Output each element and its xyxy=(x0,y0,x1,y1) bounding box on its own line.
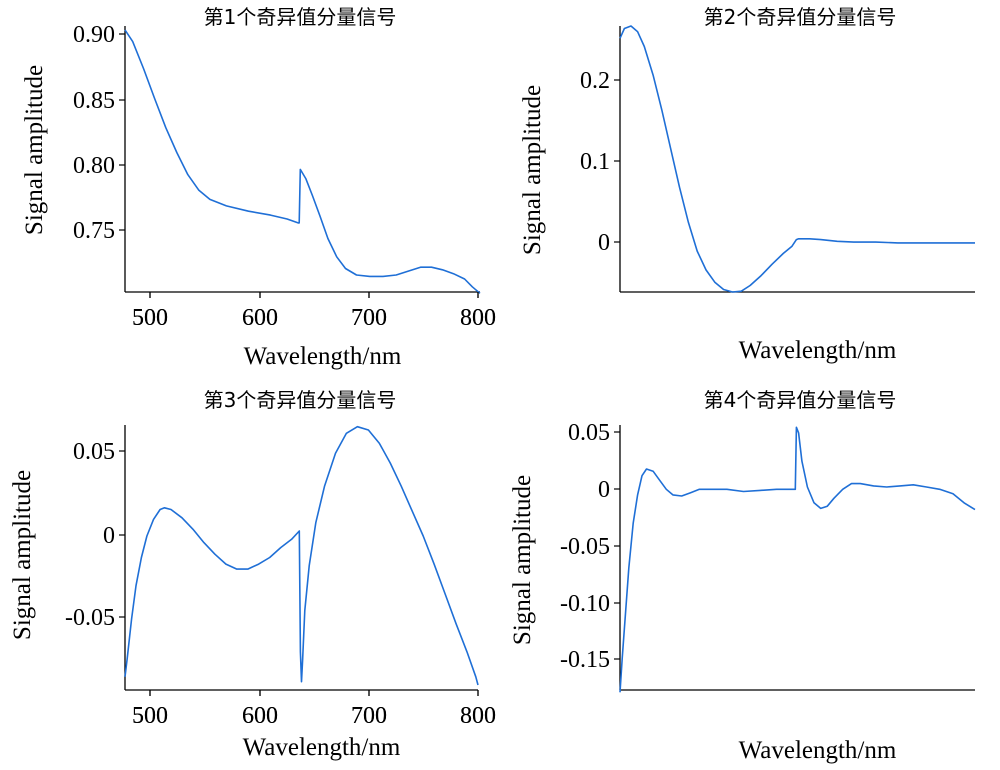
y-tick-label: 0.90 xyxy=(73,22,115,48)
x-tick-label: 700 xyxy=(351,703,387,729)
series-line-1 xyxy=(124,425,479,686)
chart-title: 第4个奇异值分量信号 xyxy=(704,388,897,412)
x-tick-label: 500 xyxy=(132,305,168,331)
x-tick-label: 500 xyxy=(132,703,168,729)
chart-title: 第1个奇异值分量信号 xyxy=(204,5,397,29)
x-axis-label: Wavelength/nm xyxy=(739,337,897,364)
chart-title: 第3个奇异值分量信号 xyxy=(204,388,397,412)
x-axis-label: Wavelength/nm xyxy=(244,343,402,370)
x-tick-label: 800 xyxy=(460,703,496,729)
x-axis-label: Wavelength/nm xyxy=(739,737,897,764)
x-axis-label: Wavelength/nm xyxy=(243,734,401,761)
chart-panel-4: 第4个奇异值分量信号 500 600 700 800 0.05 0 -0.05 -0.10 -0.… xyxy=(132,388,976,764)
y-axis-label: Signal amplitude xyxy=(9,470,36,640)
chart-panel-1: 第1个奇异值分量信号 500 600 700 800 0.90 0.85 0.80 0.75 Wa… xyxy=(21,5,496,370)
x-tick-label: 800 xyxy=(460,703,496,729)
y-tick-label: 0.1 xyxy=(580,149,610,175)
x-tick-label: 600 xyxy=(242,703,278,729)
x-tick-label: 700 xyxy=(351,703,387,729)
x-tick-label: 700 xyxy=(351,305,387,331)
y-tick-label: 0.05 xyxy=(73,439,115,465)
y-axis-label: Signal amplitude xyxy=(21,65,48,235)
series-line-1 xyxy=(619,25,975,293)
x-tick-label: 600 xyxy=(242,305,278,331)
series-line-1 xyxy=(124,29,481,294)
y-tick-label: -0.10 xyxy=(560,591,610,617)
x-tick-label: 800 xyxy=(460,305,496,331)
y-tick-label: 0.2 xyxy=(580,68,610,94)
x-tick-label: 700 xyxy=(351,305,387,331)
y-tick-label: 0 xyxy=(598,230,610,256)
chart-title: 第2个奇异值分量信号 xyxy=(704,5,897,29)
x-tick-label: 600 xyxy=(242,703,278,729)
y-axis-label: Signal amplitude xyxy=(519,85,546,255)
y-tick-label: 0.85 xyxy=(73,88,115,114)
x-tick-label: 500 xyxy=(132,305,168,331)
y-axis-label: Signal amplitude xyxy=(509,475,536,645)
series-line-1 xyxy=(619,426,976,693)
x-tick-label: 600 xyxy=(242,305,278,331)
y-tick-label: 0.05 xyxy=(568,420,610,446)
y-tick-label: -0.05 xyxy=(560,534,610,560)
chart-panel-2: 第2个奇异值分量信号 500 600 700 800 0.2 0.1 0 Wavelength/… xyxy=(132,5,975,364)
y-tick-label: 0 xyxy=(598,477,610,503)
x-tick-label: 500 xyxy=(132,703,168,729)
y-tick-label: -0.05 xyxy=(65,605,115,631)
chart-panel-3: 第3个奇异值分量信号 500 600 700 800 0.05 0 -0.05 Waveleng… xyxy=(9,388,496,761)
y-tick-label: 0 xyxy=(103,523,115,549)
y-tick-label: 0.80 xyxy=(73,153,115,179)
y-tick-label: -0.15 xyxy=(560,647,610,673)
x-tick-label: 800 xyxy=(460,305,496,331)
y-tick-label: 0.75 xyxy=(73,218,115,244)
